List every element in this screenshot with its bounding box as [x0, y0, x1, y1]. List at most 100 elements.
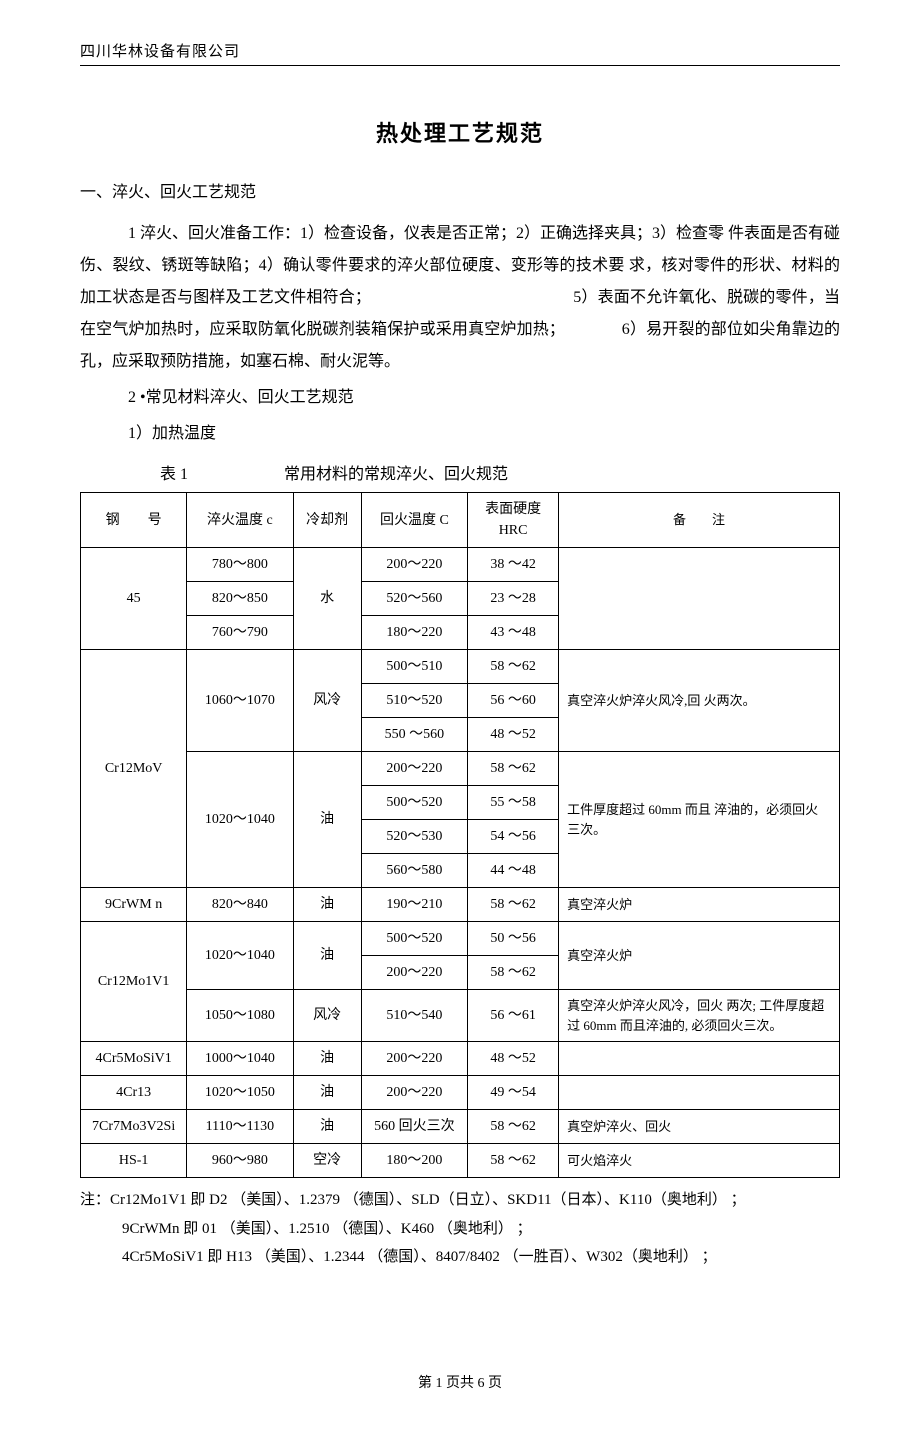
cell-steel: Cr12Mo1V1	[81, 922, 187, 1042]
cell-steel: 4Cr13	[81, 1076, 187, 1110]
cell-coolant: 风冷	[293, 650, 361, 752]
cell: 58 〜62	[468, 1144, 559, 1178]
cell-note: 真空淬火炉	[559, 888, 840, 922]
section-1-item2: 2 •常见材料淬火、回火工艺规范	[80, 382, 840, 414]
cell: 54 〜56	[468, 820, 559, 854]
cell: 58 〜62	[468, 1110, 559, 1144]
table-1-caption: 表 1 常用材料的常规淬火、回火规范	[80, 460, 840, 484]
cell-note: 可火焰淬火	[559, 1144, 840, 1178]
cell-coolant: 油	[293, 752, 361, 888]
cell: 58 〜62	[468, 956, 559, 990]
cell: 1050〜1080	[187, 990, 293, 1042]
table-row: Cr12MoV 1060〜1070 风冷 500〜510 58 〜62 真空淬火…	[81, 650, 840, 684]
cell-coolant: 油	[293, 888, 361, 922]
cell: 500〜510	[361, 650, 467, 684]
cell: 38 〜42	[468, 548, 559, 582]
page-footer: 第 1 页共 6 页	[80, 1372, 840, 1392]
cell: 56 〜60	[468, 684, 559, 718]
th-coolant: 冷却剂	[293, 493, 361, 548]
cell-coolant: 风冷	[293, 990, 361, 1042]
cell-note	[559, 548, 840, 650]
document-title: 热处理工艺规范	[80, 116, 840, 148]
cell: 58 〜62	[468, 888, 559, 922]
company-header: 四川华林设备有限公司	[80, 40, 840, 66]
th-hrc: 表面硬度 HRC	[468, 493, 559, 548]
cell: 500〜520	[361, 786, 467, 820]
th-quench: 淬火温度 c	[187, 493, 293, 548]
cell: 55 〜58	[468, 786, 559, 820]
cell: 1020〜1050	[187, 1076, 293, 1110]
cell: 180〜220	[361, 616, 467, 650]
cell: 190〜210	[361, 888, 467, 922]
table-header-row: 钢 号 淬火温度 c 冷却剂 回火温度 C 表面硬度 HRC 备 注	[81, 493, 840, 548]
cell: 50 〜56	[468, 922, 559, 956]
cell-note: 真空炉淬火、回火	[559, 1110, 840, 1144]
cell: 500〜520	[361, 922, 467, 956]
cell-coolant: 水	[293, 548, 361, 650]
table-row: 9CrWM n 820〜840 油 190〜210 58 〜62 真空淬火炉	[81, 888, 840, 922]
cell-coolant: 油	[293, 1110, 361, 1144]
th-steel: 钢 号	[81, 493, 187, 548]
cell: 560〜580	[361, 854, 467, 888]
cell: 44 〜48	[468, 854, 559, 888]
section-1-heading: 一、淬火、回火工艺规范	[80, 178, 840, 202]
section-1-item2-1: 1）加热温度	[80, 418, 840, 450]
cell: 1020〜1040	[187, 922, 293, 990]
cell: 48 〜52	[468, 1042, 559, 1076]
table-row: HS-1 960〜980 空冷 180〜200 58 〜62 可火焰淬火	[81, 1144, 840, 1178]
cell-coolant: 空冷	[293, 1144, 361, 1178]
cell: 510〜520	[361, 684, 467, 718]
section-1-paragraph: 1 淬火、回火准备工作：1）检查设备，仪表是否正常；2）正确选择夹具；3）检查零…	[80, 218, 840, 378]
cell: 1060〜1070	[187, 650, 293, 752]
footnote-line: 4Cr5MoSiV1 即 H13 （美国）、1.2344 （德国）、8407/8…	[80, 1243, 840, 1272]
footnote-line: 9CrWMn 即 01 （美国）、1.2510 （德国）、K460 （奥地利） …	[80, 1215, 840, 1244]
cell-steel: Cr12MoV	[81, 650, 187, 888]
spec-table: 钢 号 淬火温度 c 冷却剂 回火温度 C 表面硬度 HRC 备 注 45 78…	[80, 492, 840, 1178]
cell: 510〜540	[361, 990, 467, 1042]
cell: 820〜840	[187, 888, 293, 922]
cell: 23 〜28	[468, 582, 559, 616]
table-row: 1050〜1080 风冷 510〜540 56 〜61 真空淬火炉淬火风冷，回火…	[81, 990, 840, 1042]
cell: 200〜220	[361, 548, 467, 582]
cell-note: 真空淬火炉淬火风冷，回火 两次; 工件厚度超过 60mm 而且淬油的, 必须回火…	[559, 990, 840, 1042]
table-row: Cr12Mo1V1 1020〜1040 油 500〜520 50 〜56 真空淬…	[81, 922, 840, 956]
cell-steel: 7Cr7Mo3V2Si	[81, 1110, 187, 1144]
cell: 520〜560	[361, 582, 467, 616]
cell-steel: 45	[81, 548, 187, 650]
cell-steel: HS-1	[81, 1144, 187, 1178]
cell-steel: 9CrWM n	[81, 888, 187, 922]
footnote-line: 注：Cr12Mo1V1 即 D2 （美国）、1.2379 （德国）、SLD（日立…	[80, 1186, 840, 1215]
table-row: 45 780〜800 水 200〜220 38 〜42	[81, 548, 840, 582]
cell: 58 〜62	[468, 752, 559, 786]
cell: 200〜220	[361, 1076, 467, 1110]
cell: 49 〜54	[468, 1076, 559, 1110]
cell: 760〜790	[187, 616, 293, 650]
th-hrc-l2: HRC	[499, 523, 528, 538]
cell: 560 回火三次	[361, 1110, 467, 1144]
cell: 820〜850	[187, 582, 293, 616]
cell: 1110〜1130	[187, 1110, 293, 1144]
th-note: 备 注	[559, 493, 840, 548]
cell-coolant: 油	[293, 1076, 361, 1110]
cell-steel: 4Cr5MoSiV1	[81, 1042, 187, 1076]
cell: 56 〜61	[468, 990, 559, 1042]
cell: 200〜220	[361, 752, 467, 786]
table-row: 1020〜1040 油 200〜220 58 〜62 工件厚度超过 60mm 而…	[81, 752, 840, 786]
cell-coolant: 油	[293, 1042, 361, 1076]
th-temper: 回火温度 C	[361, 493, 467, 548]
table-row: 7Cr7Mo3V2Si 1110〜1130 油 560 回火三次 58 〜62 …	[81, 1110, 840, 1144]
cell: 200〜220	[361, 956, 467, 990]
cell: 960〜980	[187, 1144, 293, 1178]
footnotes: 注：Cr12Mo1V1 即 D2 （美国）、1.2379 （德国）、SLD（日立…	[80, 1186, 840, 1272]
cell: 780〜800	[187, 548, 293, 582]
cell: 180〜200	[361, 1144, 467, 1178]
cell: 200〜220	[361, 1042, 467, 1076]
table-row: 4Cr13 1020〜1050 油 200〜220 49 〜54	[81, 1076, 840, 1110]
cell: 58 〜62	[468, 650, 559, 684]
cell: 43 〜48	[468, 616, 559, 650]
cell: 550 〜560	[361, 718, 467, 752]
table-row: 4Cr5MoSiV1 1000〜1040 油 200〜220 48 〜52	[81, 1042, 840, 1076]
cell: 1020〜1040	[187, 752, 293, 888]
cell-note	[559, 1076, 840, 1110]
cell: 1000〜1040	[187, 1042, 293, 1076]
